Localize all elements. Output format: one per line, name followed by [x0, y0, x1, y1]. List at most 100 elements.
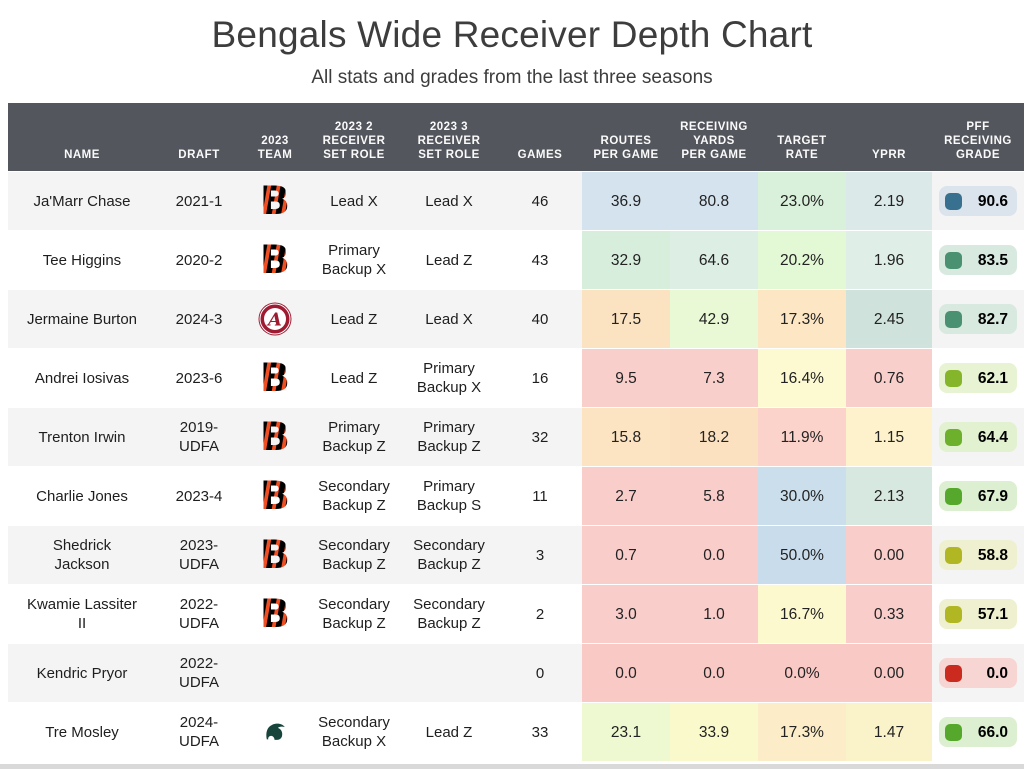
column-header-routes-per-game: ROUTES PER GAME: [593, 135, 659, 161]
grade-cell: 58.8: [932, 526, 1024, 584]
yprr-cell: 1.47: [846, 703, 932, 761]
yprr-cell: 1.96: [846, 231, 932, 289]
grade-value: 66.0: [977, 723, 1008, 741]
routes-per-game-cell: 23.1: [582, 703, 670, 761]
page-subtitle: All stats and grades from the last three…: [311, 67, 713, 88]
grade-swatch-icon: [945, 251, 962, 269]
routes-per-game-cell: 15.8: [582, 408, 670, 466]
grade-swatch-icon: [945, 369, 962, 387]
grade-badge: 0.0: [939, 658, 1017, 688]
team-cell: [242, 644, 308, 702]
team-cell: [242, 349, 308, 407]
receiving-yards-cell: 64.6: [670, 231, 758, 289]
grade-badge: 58.8: [939, 540, 1017, 570]
player-name: Andrei Iosivas: [34, 369, 130, 387]
routes-per-game-cell: 9.5: [582, 349, 670, 407]
team-cell: [242, 231, 308, 289]
alabama-logo: A: [258, 302, 292, 336]
role-2wr-cell: Secondary Backup Z: [318, 596, 390, 632]
grade-value: 0.0: [986, 664, 1008, 682]
target-rate-cell: 0.0%: [758, 644, 846, 702]
target-rate-cell: 30.0%: [758, 467, 846, 525]
team-cell: [242, 172, 308, 230]
draft-cell: 2024- UDFA: [178, 714, 219, 750]
draft-cell: 2023-4: [175, 487, 223, 505]
table-row: Ja'Marr Chase 2021-1 Lead X Lead X 46 36…: [8, 171, 1024, 230]
player-name: Ja'Marr Chase: [33, 192, 131, 210]
games-cell: 0: [535, 664, 545, 682]
depth-chart-table: NAME DRAFT 2023 TEAM 2023 2 RECEIVER SET…: [8, 103, 1024, 761]
grade-swatch-icon: [945, 310, 962, 328]
table-row: Shedrick Jackson 2023- UDFA Secondary Ba…: [8, 525, 1024, 584]
grade-value: 62.1: [977, 369, 1008, 387]
draft-cell: 2023- UDFA: [178, 537, 219, 573]
svg-text:A: A: [266, 310, 282, 331]
table-row: Tee Higgins 2020-2 Primary Backup X Lead…: [8, 230, 1024, 289]
grade-value: 90.6: [977, 192, 1008, 210]
grade-badge: 64.4: [939, 422, 1017, 452]
games-cell: 11: [532, 487, 548, 505]
column-header-3-receiver-set-role: 2023 3 RECEIVER SET ROLE: [417, 121, 481, 161]
routes-per-game-cell: 32.9: [582, 231, 670, 289]
target-rate-cell: 50.0%: [758, 526, 846, 584]
grade-value: 83.5: [977, 251, 1008, 269]
grade-swatch-icon: [945, 605, 962, 623]
role-2wr-cell: Primary Backup Z: [322, 419, 386, 455]
role-2wr-cell: Secondary Backup X: [318, 714, 390, 750]
column-header-pff-receiving-grade: PFF RECEIVING GRADE: [944, 121, 1012, 161]
role-2wr-cell: Lead Z: [330, 310, 378, 328]
grade-badge: 82.7: [939, 304, 1017, 334]
role-3wr-cell: Lead Z: [425, 251, 473, 269]
target-rate-cell: 17.3%: [758, 290, 846, 348]
role-3wr-cell: [400, 644, 498, 702]
grade-cell: 82.7: [932, 290, 1024, 348]
grade-cell: 0.0: [932, 644, 1024, 702]
table-row: Andrei Iosivas 2023-6 Lead Z Primary Bac…: [8, 348, 1024, 407]
draft-cell: 2024-3: [175, 310, 223, 328]
grade-cell: 66.0: [932, 703, 1024, 761]
yprr-cell: 0.00: [846, 644, 932, 702]
games-cell: 40: [531, 310, 549, 328]
team-cell: [242, 526, 308, 584]
yprr-cell: 1.15: [846, 408, 932, 466]
table-row: Jermaine Burton 2024-3 A Lead Z Lead X 4…: [8, 289, 1024, 348]
role-3wr-cell: Secondary Backup Z: [413, 537, 485, 573]
role-3wr-cell: Secondary Backup Z: [413, 596, 485, 632]
target-rate-cell: 20.2%: [758, 231, 846, 289]
role-2wr-cell: Secondary Backup Z: [318, 537, 390, 573]
target-rate-cell: 16.4%: [758, 349, 846, 407]
routes-per-game-cell: 17.5: [582, 290, 670, 348]
grade-cell: 67.9: [932, 467, 1024, 525]
receiving-yards-cell: 18.2: [670, 408, 758, 466]
team-cell: [242, 467, 308, 525]
bengals-logo: [259, 185, 291, 217]
bengals-logo: [259, 362, 291, 394]
receiving-yards-cell: 7.3: [670, 349, 758, 407]
yprr-cell: 2.19: [846, 172, 932, 230]
horizontal-scrollbar[interactable]: [0, 764, 1024, 769]
target-rate-cell: 17.3%: [758, 703, 846, 761]
column-header-receiving-yards-per-game: RECEIVING YARDS PER GAME: [680, 121, 748, 161]
bengals-logo: [259, 598, 291, 630]
bengals-logo: [259, 421, 291, 453]
role-2wr-cell: Primary Backup X: [321, 242, 387, 278]
yprr-cell: 0.33: [846, 585, 932, 643]
target-rate-cell: 11.9%: [758, 408, 846, 466]
receiving-yards-cell: 42.9: [670, 290, 758, 348]
routes-per-game-cell: 2.7: [582, 467, 670, 525]
routes-per-game-cell: 0.0: [582, 644, 670, 702]
target-rate-cell: 23.0%: [758, 172, 846, 230]
role-3wr-cell: Primary Backup X: [416, 360, 482, 396]
grade-badge: 57.1: [939, 599, 1017, 629]
player-name: Kwamie Lassiter II: [26, 596, 138, 632]
routes-per-game-cell: 36.9: [582, 172, 670, 230]
player-name: Tre Mosley: [45, 723, 119, 741]
grade-cell: 90.6: [932, 172, 1024, 230]
draft-cell: 2023-6: [175, 369, 223, 387]
column-header-draft: DRAFT: [178, 149, 220, 161]
table-row: Kendric Pryor 2022- UDFA 0 0.0 0.0 0.0% …: [8, 643, 1024, 702]
games-cell: 43: [531, 251, 549, 269]
player-name: Shedrick Jackson: [52, 537, 112, 573]
games-cell: 3: [535, 546, 545, 564]
role-2wr-cell: Secondary Backup Z: [318, 478, 390, 514]
